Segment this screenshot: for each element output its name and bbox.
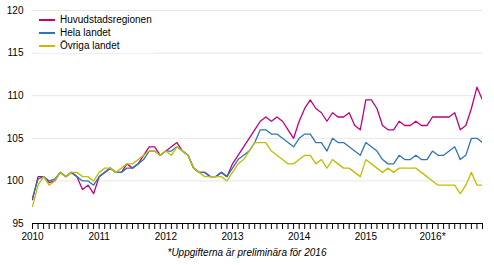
svg-text:110: 110 <box>8 90 24 101</box>
svg-text:100: 100 <box>7 175 24 186</box>
svg-text:120: 120 <box>7 5 24 16</box>
svg-text:105: 105 <box>7 133 24 144</box>
svg-text:2013: 2013 <box>221 231 244 242</box>
html-text:Huvudstadsregionen: Huvudstadsregionen <box>60 14 152 25</box>
html-text:Övriga landet: Övriga landet <box>60 40 120 51</box>
svg-text:2012: 2012 <box>155 231 178 242</box>
svg-text:2014: 2014 <box>288 231 311 242</box>
svg-text:2011: 2011 <box>88 231 110 242</box>
svg-text:115: 115 <box>8 47 24 58</box>
svg-text:2015: 2015 <box>355 231 378 242</box>
svg-text:2016*: 2016* <box>419 231 445 242</box>
html-text:Hela landet: Hela landet <box>60 27 111 38</box>
html-text:*Uppgifterna är preliminära fö: *Uppgifterna är preliminära för 2016 <box>167 247 327 258</box>
svg-text:2010: 2010 <box>21 231 44 242</box>
svg-text:95: 95 <box>12 218 24 229</box>
